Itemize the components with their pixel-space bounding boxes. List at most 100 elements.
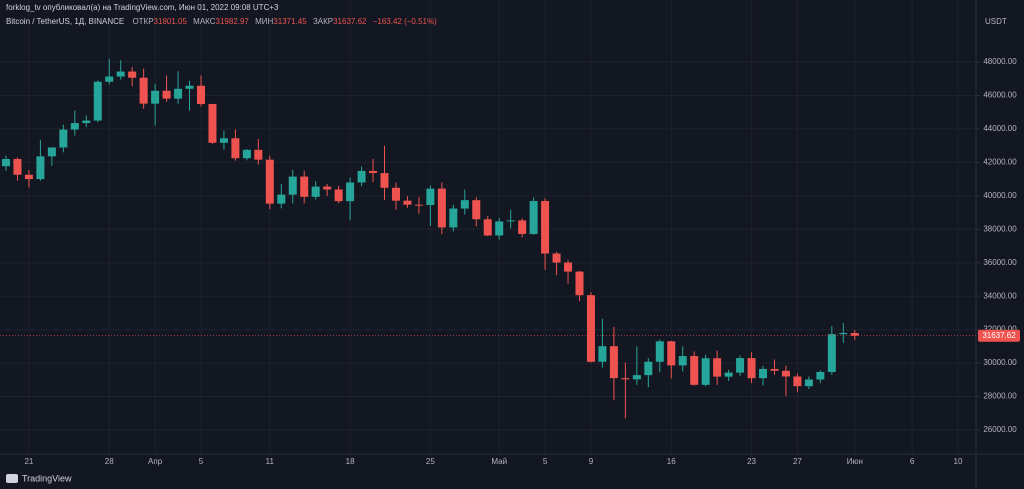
low-value: 31371.45 xyxy=(273,17,307,26)
candle-body xyxy=(759,368,768,379)
open-value: 31801.05 xyxy=(154,17,188,26)
candle-body xyxy=(736,358,745,373)
candle-body xyxy=(334,189,343,202)
candle-body xyxy=(770,368,779,371)
last-price-box xyxy=(978,329,1020,342)
candle-body xyxy=(506,220,515,222)
candle-body xyxy=(747,358,756,379)
candle-body xyxy=(701,358,710,385)
candle-body xyxy=(265,159,274,204)
candle-body xyxy=(24,174,33,180)
candle-body xyxy=(254,149,263,160)
candle-body xyxy=(713,358,722,377)
x-tick-label: 11 xyxy=(266,457,275,466)
candle-body xyxy=(2,159,10,167)
legend: Bitcoin / TetherUS, 1Д, BINANCE ОТКР3180… xyxy=(6,17,437,26)
close-value: 31637.62 xyxy=(333,17,367,26)
y-tick-label: 42000.00 xyxy=(983,157,1017,166)
x-tick-label: 23 xyxy=(747,457,756,466)
candle-body xyxy=(231,138,240,159)
publisher-header: forklog_tv опубликовал(а) на TradingView… xyxy=(6,3,279,12)
y-tick-label: 44000.00 xyxy=(983,124,1017,133)
candle-body xyxy=(128,71,137,78)
candle-body xyxy=(346,182,355,202)
open-label: ОТКР xyxy=(132,17,153,26)
candle-body xyxy=(403,200,412,205)
candle-body xyxy=(781,370,790,377)
candle-body xyxy=(449,208,458,228)
high-label: МАКС xyxy=(193,17,216,26)
candle-body xyxy=(690,356,699,385)
x-tick-label: 10 xyxy=(954,457,963,466)
candle-body xyxy=(36,156,45,180)
candle-body xyxy=(47,147,56,157)
y-tick-label: 30000.00 xyxy=(983,358,1017,367)
x-tick-label: 9 xyxy=(589,457,594,466)
logo-icon xyxy=(6,474,18,483)
candle-body xyxy=(632,375,641,380)
low-label: МИН xyxy=(255,17,273,26)
candle-body xyxy=(70,123,79,130)
candle-body xyxy=(816,371,825,380)
candle-body xyxy=(208,103,217,143)
candle-body xyxy=(288,176,297,195)
candle-body xyxy=(667,341,676,366)
candle-body xyxy=(105,76,114,82)
candle-body xyxy=(174,88,183,99)
x-tick-label: 5 xyxy=(199,457,204,466)
x-tick-label: 18 xyxy=(346,457,355,466)
change-value: −163.42 (−0.51%) xyxy=(373,17,437,26)
candle-body xyxy=(598,346,607,362)
candle-body xyxy=(139,77,148,104)
candle-body xyxy=(323,186,332,190)
candle-body xyxy=(414,204,423,206)
x-tick-label: 6 xyxy=(910,457,915,466)
y-tick-label: 40000.00 xyxy=(983,191,1017,200)
x-tick-label: Май xyxy=(491,457,507,466)
y-tick-label: 32000.00 xyxy=(983,325,1017,334)
candle-body xyxy=(13,159,22,175)
candle-body xyxy=(827,334,836,372)
close-label: ЗАКР xyxy=(313,17,333,26)
candle-body xyxy=(277,194,286,204)
candle-body xyxy=(219,138,228,143)
candle-body xyxy=(460,200,469,209)
candle-body xyxy=(564,262,573,272)
candle-body xyxy=(311,186,320,197)
y-tick-label: 34000.00 xyxy=(983,291,1017,300)
candle-body xyxy=(437,188,446,228)
candle-body xyxy=(472,200,481,220)
x-tick-label: 16 xyxy=(667,457,676,466)
y-tick-label: 48000.00 xyxy=(983,57,1017,66)
x-tick-label: 27 xyxy=(793,457,802,466)
x-tick-label: 28 xyxy=(105,457,114,466)
candle-body xyxy=(621,378,630,380)
high-value: 31982.97 xyxy=(216,17,250,26)
y-tick-label: 46000.00 xyxy=(983,91,1017,100)
candle-body xyxy=(495,221,504,236)
candle-body xyxy=(575,271,584,296)
candle-body xyxy=(380,173,389,188)
candle-body xyxy=(93,81,102,121)
candle-body xyxy=(586,295,595,362)
candle-body xyxy=(483,219,492,236)
candle-body xyxy=(804,379,813,387)
candle-body xyxy=(300,176,309,197)
symbol-title: Bitcoin / TetherUS, 1Д, BINANCE xyxy=(6,17,124,26)
logo: TradingView xyxy=(22,473,72,483)
candle-body xyxy=(426,188,435,206)
candle-body xyxy=(357,170,366,183)
y-tick-label: 28000.00 xyxy=(983,392,1017,401)
candle-body xyxy=(678,356,687,366)
currency-label: USDT xyxy=(985,17,1007,26)
candle-body xyxy=(369,170,378,174)
candle-body xyxy=(793,376,802,387)
y-tick-label: 38000.00 xyxy=(983,224,1017,233)
candle-body xyxy=(541,201,550,254)
x-tick-label: Апр xyxy=(148,457,163,466)
candle-body xyxy=(644,361,653,376)
y-tick-label: 36000.00 xyxy=(983,258,1017,267)
candle-body xyxy=(242,149,251,159)
